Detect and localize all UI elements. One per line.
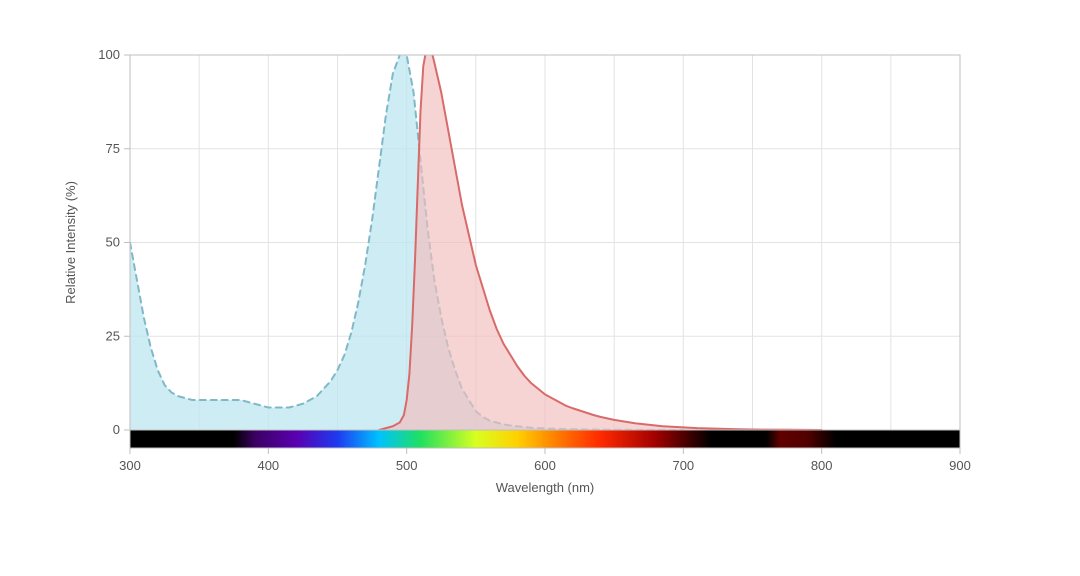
spectrum-chart: 300 400 500 600 700 800 900 Wavelength (nm) 0 25 5…: [0, 0, 1080, 576]
x-tick-label: 700: [672, 458, 694, 473]
y-tick-label: 25: [106, 328, 120, 343]
y-tick-label: 75: [106, 141, 120, 156]
x-tick-label: 300: [119, 458, 141, 473]
plot-area: [130, 55, 960, 430]
chart-canvas: 300 400 500 600 700 800 900 Wavelength (nm) 0 25 5…: [0, 0, 1080, 576]
y-axis-label: Relative Intensity (%): [63, 181, 78, 304]
y-tick-label: 0: [113, 422, 120, 437]
y-tick-label: 50: [106, 235, 120, 250]
spectrum-bar: [130, 430, 960, 448]
x-tick-label: 800: [811, 458, 833, 473]
x-tick-label: 900: [949, 458, 971, 473]
x-tick-label: 400: [257, 458, 279, 473]
x-axis-label: Wavelength (nm): [496, 480, 595, 495]
x-tick-label: 500: [396, 458, 418, 473]
x-tick-label: 600: [534, 458, 556, 473]
y-tick-label: 100: [98, 47, 120, 62]
